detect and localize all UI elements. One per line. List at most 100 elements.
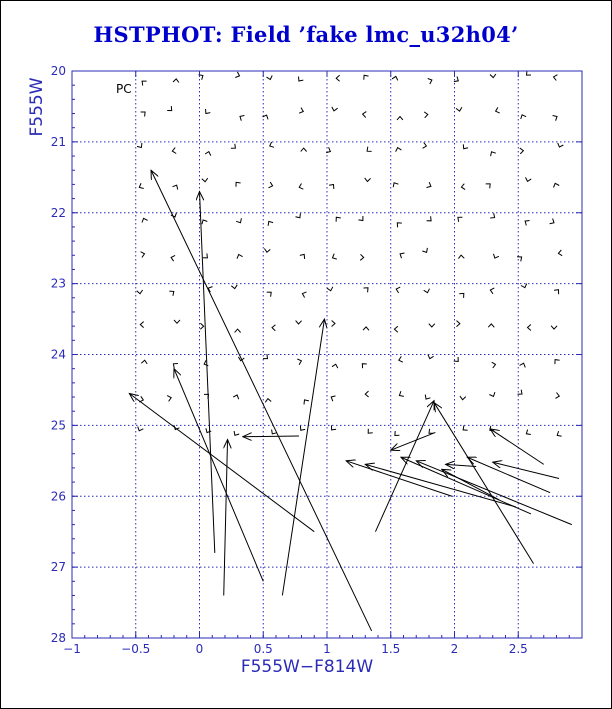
vector-mark: [396, 115, 404, 121]
vector-mark: [557, 249, 563, 257]
x-axis-label: F555W−F814W: [241, 657, 374, 677]
vector-mark: [428, 323, 436, 328]
vector-mark: [453, 356, 459, 363]
vector-mark: [517, 389, 523, 395]
vector-mark: [519, 362, 526, 368]
vector-mark: [526, 324, 532, 331]
vector-mark: [426, 182, 432, 188]
vector-mark: [423, 111, 429, 119]
arrow-vector: [365, 464, 516, 508]
vector-mark: [460, 183, 466, 191]
y-axis-label: F555W: [27, 77, 47, 136]
vector-mark: [555, 392, 561, 399]
arrow-vector: [493, 462, 560, 480]
axis-ticks: −1 −0.5 0 0.5 1 1.5 2 2.5 20 21 22 23 24 25 26 27 28: [51, 64, 583, 656]
vector-mark: [494, 107, 500, 114]
vector-mark: [232, 394, 240, 400]
x-tick-label: 2.5: [509, 642, 528, 656]
y-tick-label: 20: [51, 64, 66, 78]
x-tick-label: 2: [451, 642, 459, 656]
vector-mark: [393, 325, 399, 333]
y-tick-label: 22: [51, 206, 66, 220]
vector-mark: [303, 399, 310, 405]
arrow-vector: [346, 461, 453, 497]
vector-mark: [298, 76, 304, 82]
vector-mark: [554, 359, 560, 365]
vector-mark: [140, 359, 148, 365]
vector-mark: [263, 248, 271, 254]
vector-mark: [269, 141, 275, 148]
x-tick-label: −1: [63, 642, 81, 656]
vector-mark: [367, 428, 373, 434]
vector-mark: [329, 183, 335, 190]
vector-mark: [235, 181, 241, 187]
vector-mark: [230, 284, 238, 290]
vector-mark: [398, 391, 404, 397]
vector-mark: [398, 356, 404, 363]
vector-mark: [171, 147, 177, 154]
vector-mark: [457, 216, 463, 222]
vector-mark: [300, 147, 307, 152]
vector-mark: [268, 181, 274, 189]
arrow-vector: [467, 457, 551, 494]
vector-mark: [295, 213, 301, 219]
vector-mark: [427, 354, 434, 360]
vector-mark: [140, 251, 146, 258]
vector-mark: [456, 320, 461, 327]
vector-mark: [459, 395, 467, 401]
y-tick-label: 24: [51, 348, 66, 362]
arrow-vector: [281, 319, 324, 596]
panel-label-pc: PC: [116, 82, 132, 96]
vector-mark: [428, 428, 434, 434]
vector-mark: [207, 286, 213, 293]
vector-mark: [489, 73, 497, 79]
vector-mark: [326, 286, 334, 292]
vector-mark: [399, 252, 405, 259]
arrow-vector: [200, 191, 216, 553]
vector-mark: [137, 426, 144, 432]
y-tick-label: 25: [51, 418, 66, 432]
x-tick-label: 1.5: [381, 642, 400, 656]
vector-mark: [271, 324, 276, 332]
vector-mark: [141, 80, 147, 86]
vector-mark: [335, 216, 341, 222]
x-tick-label: 0.5: [254, 642, 273, 656]
vector-mark: [422, 142, 428, 149]
vector-mark: [453, 76, 459, 83]
vector-mark: [204, 150, 212, 156]
vector-mark: [549, 218, 555, 225]
vector-mark: [520, 114, 527, 120]
vector-mark: [234, 328, 241, 333]
arrow-vector: [391, 431, 436, 450]
vector-mark: [423, 288, 430, 294]
vector-mark: [396, 222, 402, 228]
vector-mark: [173, 319, 181, 325]
vector-mark: [138, 183, 144, 189]
vector-mark: [422, 247, 428, 253]
vector-mark: [362, 326, 370, 331]
vector-mark: [167, 106, 173, 112]
y-tick-label: 28: [51, 631, 66, 645]
vector-mark: [325, 147, 332, 154]
vector-mark: [489, 287, 495, 295]
arrow-vector: [416, 461, 572, 526]
arrow-vector: [129, 393, 315, 533]
vector-mark: [140, 111, 146, 117]
vector-mark: [266, 75, 273, 81]
vector-mark: [205, 428, 212, 434]
vector-mark: [170, 254, 176, 262]
vector-field: [136, 70, 564, 437]
arrow-vector: [174, 369, 264, 582]
vector-mark: [550, 325, 558, 330]
y-tick-label: 21: [51, 135, 66, 149]
vector-mark: [331, 253, 337, 260]
vector-mark: [233, 430, 240, 437]
vector-mark: [271, 429, 277, 435]
vector-mark: [455, 106, 463, 112]
long-arrows: [129, 170, 572, 632]
chart-title: HSTPHOT: Field ’fake lmc_u32h04’: [93, 22, 519, 47]
vector-mark: [426, 216, 432, 222]
vector-mark: [295, 320, 302, 325]
vector-mark: [462, 425, 468, 431]
